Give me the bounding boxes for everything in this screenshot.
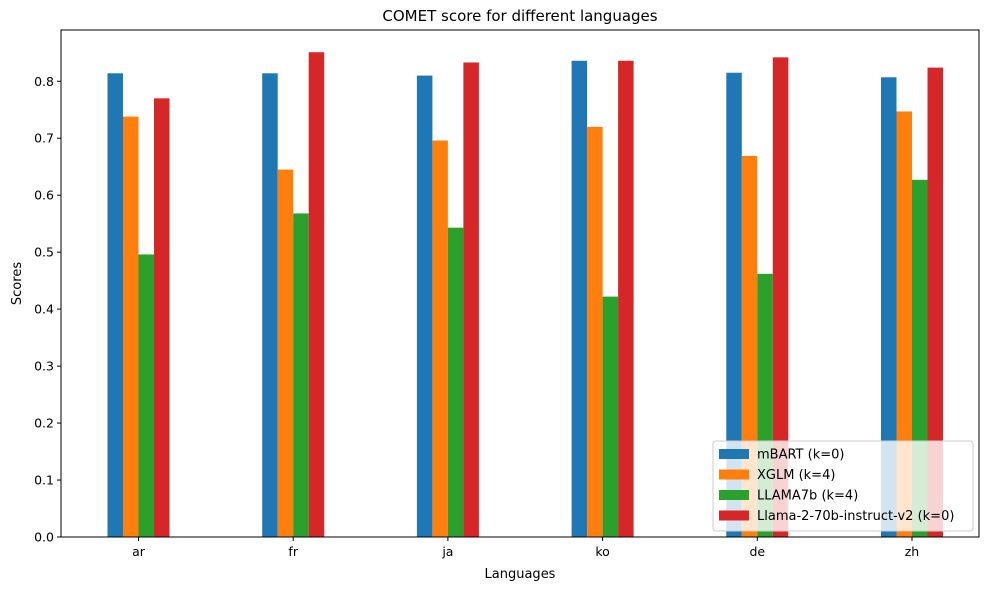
legend-swatch	[719, 449, 749, 459]
bar-de-series-4	[772, 57, 789, 538]
y-tick-label: 0.7	[34, 131, 54, 146]
legend-swatch	[719, 510, 749, 521]
bar-fr-series-3	[293, 213, 309, 537]
bar-ko-series-2	[587, 126, 603, 537]
y-tick-label: 0.5	[34, 245, 54, 260]
y-axis: 0.0 0.1 0.2 0.3 0.4 0.5 0.6 0.7 0.8	[34, 74, 61, 545]
bar-zh-series-1	[881, 77, 897, 538]
x-tick-label: ko	[595, 544, 609, 559]
bar-ar-series-4	[154, 98, 170, 537]
x-axis-label: Languages	[485, 567, 556, 582]
y-tick-label: 0.8	[34, 74, 54, 89]
bar-zh-series-4	[927, 67, 943, 538]
x-tick-label: de	[749, 544, 765, 559]
bar-fr-series-2	[277, 169, 294, 537]
x-tick-label: ar	[132, 544, 146, 559]
y-tick-label: 0.2	[34, 416, 54, 431]
bar-ko-series-3	[602, 296, 619, 537]
legend-box	[712, 440, 974, 532]
y-tick-label: 0.0	[34, 530, 54, 545]
bars-group	[107, 52, 943, 538]
bar-fr-series-4	[308, 52, 325, 537]
chart-title: COMET score for different languages	[382, 7, 657, 25]
plot-frame	[60, 29, 980, 538]
legend-swatch	[719, 469, 749, 480]
bar-ar-series-1	[107, 73, 123, 538]
x-tick-label: zh	[905, 544, 919, 559]
legend-label: XGLM (k=4)	[757, 468, 835, 483]
legend: mBART (k=0) XGLM (k=4) LLAMA7b (k=4) Llama-…	[712, 440, 974, 532]
bar-ja-series-2	[432, 140, 448, 538]
y-tick-label: 0.6	[34, 188, 54, 203]
bar-fr-series-1	[262, 73, 278, 538]
y-tick-label: 0.3	[34, 359, 54, 374]
legend-label: Llama-2-70b-instruct-v2 (k=0)	[757, 509, 954, 524]
x-tick-label: ja	[441, 544, 453, 559]
bar-zh-series-2	[896, 111, 912, 538]
bar-ar-series-3	[138, 254, 154, 537]
x-tick-label: fr	[288, 544, 298, 559]
y-tick-label: 0.1	[34, 473, 54, 488]
y-tick-label: 0.4	[34, 302, 54, 317]
bar-ko-series-1	[571, 60, 588, 537]
bar-de-series-1	[726, 72, 742, 537]
x-axis: ar fr ja ko de zh	[132, 537, 919, 559]
bar-ja-series-3	[447, 227, 464, 537]
legend-label: mBART (k=0)	[757, 448, 844, 463]
legend-swatch	[719, 490, 749, 500]
legend-label: LLAMA7b (k=4)	[757, 489, 858, 504]
y-axis-label: Scores	[10, 262, 25, 305]
bar-ja-series-1	[416, 75, 433, 538]
bar-ko-series-4	[618, 60, 634, 537]
bar-ja-series-4	[463, 62, 479, 537]
bar-ar-series-2	[123, 116, 139, 538]
